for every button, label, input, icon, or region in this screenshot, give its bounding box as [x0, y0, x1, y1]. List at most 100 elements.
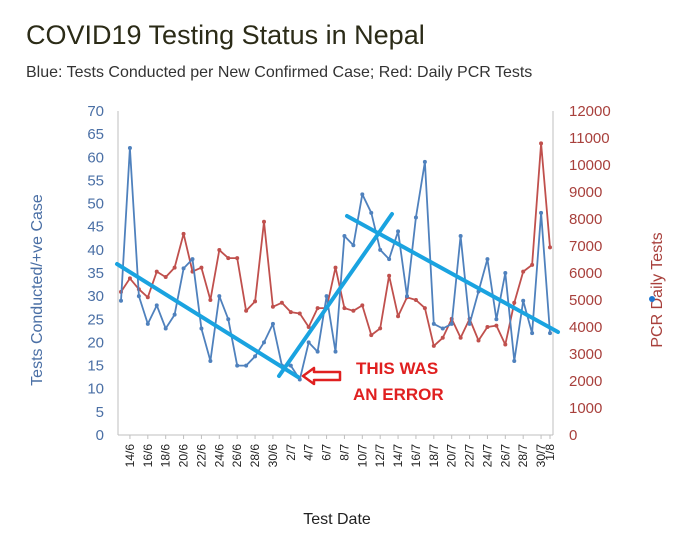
tests-per-case-point	[539, 210, 544, 215]
tests-per-case-point	[154, 303, 159, 308]
left-tick-label: 55	[87, 172, 104, 189]
right-tick-label: 8000	[569, 211, 602, 228]
left-tick-label: 60	[87, 149, 104, 166]
left-axis-title: Tests Conducted/+ve Case	[29, 194, 46, 386]
x-tick-label: 2/7	[284, 444, 298, 461]
tests-per-case-point	[253, 354, 258, 359]
chart-subtitle: Blue: Tests Conducted per New Confirmed …	[26, 64, 533, 81]
right-tick-label: 10000	[569, 157, 611, 174]
x-tick-label: 16/6	[141, 444, 155, 468]
pcr-daily-tests-point	[333, 265, 338, 270]
x-tick-label: 1/8	[543, 444, 557, 461]
pcr-daily-tests-point	[262, 219, 266, 224]
pcr-daily-tests-point	[413, 298, 418, 302]
tests-per-case-point	[136, 294, 141, 299]
pcr-daily-tests-point	[279, 300, 284, 305]
annotation-line-2: AN ERROR	[353, 385, 444, 404]
tests-per-case-point	[503, 271, 508, 275]
tests-per-case-point	[548, 331, 552, 336]
right-tick-label: 2000	[569, 373, 602, 390]
left-tick-label: 30	[87, 288, 104, 305]
pcr-daily-tests-point	[539, 141, 544, 146]
pcr-daily-tests-line	[120, 142, 551, 347]
left-tick-label: 20	[87, 334, 104, 351]
tests-per-case-point	[360, 192, 365, 197]
x-tick-label: 24/6	[212, 444, 226, 468]
tests-per-case-point	[333, 349, 338, 354]
trend-line	[277, 212, 394, 378]
right-tick-label: 1000	[569, 400, 602, 417]
x-tick-label: 30/7	[534, 444, 548, 468]
left-axis-ticks: 0 5 10 15 20 25 30 35 40 45 50 55 60 65 70	[87, 103, 104, 444]
left-tick-label: 25	[87, 311, 104, 328]
pcr-daily-tests-point	[521, 269, 526, 274]
trend-line	[345, 214, 560, 334]
pcr-daily-tests-series	[119, 141, 552, 348]
x-tick-label: 12/7	[373, 444, 387, 468]
chart-title: COVID19 Testing Status in Nepal	[26, 20, 425, 50]
pcr-daily-tests-point	[476, 338, 481, 343]
pcr-daily-tests-point	[208, 298, 213, 302]
left-tick-label: 50	[87, 196, 104, 213]
tests-per-case-point	[181, 266, 186, 271]
tests-per-case-point	[306, 340, 311, 345]
pcr-daily-tests-point	[494, 323, 499, 328]
trend-lines	[115, 212, 560, 379]
left-tick-label: 70	[87, 103, 104, 120]
pcr-daily-tests-point	[512, 300, 517, 305]
right-tick-label: 3000	[569, 346, 602, 363]
x-tick-label: 10/7	[355, 444, 369, 468]
x-tick-label: 26/6	[230, 444, 244, 468]
tests-per-case-point	[244, 363, 249, 368]
x-tick-label: 28/6	[248, 444, 262, 468]
tests-per-case-point	[521, 298, 526, 303]
pcr-daily-tests-point	[378, 326, 383, 331]
pcr-daily-tests-point	[485, 325, 490, 329]
right-axis-ticks: 0 1000 2000 3000 4000 5000 6000 7000 8000 9000 100…	[569, 103, 611, 444]
tests-per-case-point	[369, 210, 374, 215]
pcr-daily-tests-point	[315, 306, 320, 311]
pcr-daily-tests-point	[369, 333, 374, 338]
x-tick-label: 28/7	[516, 444, 530, 468]
x-tick-label: 20/6	[177, 444, 191, 468]
right-tick-label: 5000	[569, 292, 602, 309]
pcr-daily-tests-point	[217, 248, 222, 253]
right-tick-label: 7000	[569, 238, 602, 255]
tests-per-case-point	[208, 358, 213, 363]
right-tick-label: 11000	[569, 130, 610, 147]
tests-per-case-point	[119, 298, 123, 303]
tests-per-case-point	[512, 358, 517, 363]
x-tick-label: 16/7	[409, 444, 423, 468]
tests-per-case-point	[315, 349, 320, 354]
x-tick-label: 24/7	[480, 444, 494, 468]
pcr-daily-tests-point	[422, 306, 427, 311]
left-tick-label: 35	[87, 265, 104, 282]
tests-per-case-point	[288, 363, 293, 368]
plot-frame	[117, 111, 554, 436]
tests-per-case-point	[396, 229, 401, 234]
pcr-daily-tests-point	[351, 308, 356, 313]
right-tick-label: 12000	[569, 103, 611, 120]
tests-per-case-point	[270, 321, 275, 326]
tests-per-case-point	[262, 340, 266, 345]
left-tick-label: 0	[96, 427, 104, 444]
x-tick-label: 4/7	[302, 444, 316, 461]
x-tick-label: 30/6	[266, 444, 280, 468]
pcr-daily-tests-point	[172, 265, 177, 270]
x-tick-label: 8/7	[337, 444, 351, 461]
error-annotation: THIS WAS AN ERROR	[301, 359, 444, 404]
pcr-daily-tests-point	[431, 343, 436, 348]
right-tick-label: 0	[569, 427, 577, 444]
tests-per-case-point	[431, 321, 436, 326]
tests-per-case-point	[127, 146, 132, 151]
tests-per-case-point	[235, 363, 240, 368]
pcr-daily-tests-point	[270, 304, 275, 309]
tests-per-case-point	[226, 317, 231, 322]
right-tick-label: 4000	[569, 319, 602, 336]
x-axis-title: Test Date	[303, 511, 371, 528]
pcr-daily-tests-point	[458, 335, 463, 340]
pcr-daily-tests-point	[306, 325, 311, 329]
x-tick-label: 22/6	[194, 444, 208, 468]
right-tick-label: 9000	[569, 184, 602, 201]
